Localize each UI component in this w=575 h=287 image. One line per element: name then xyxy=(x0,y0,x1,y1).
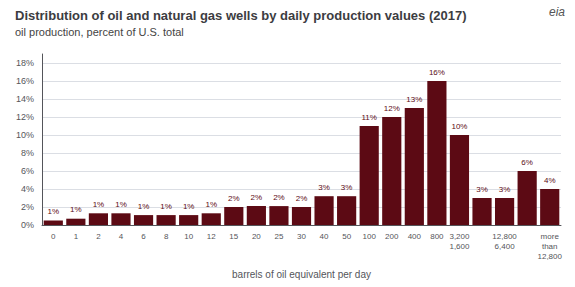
svg-text:10%: 10% xyxy=(16,130,34,140)
svg-text:16%: 16% xyxy=(429,68,445,77)
svg-text:10: 10 xyxy=(184,232,193,241)
svg-text:4%: 4% xyxy=(21,184,34,194)
svg-text:1%: 1% xyxy=(70,205,82,214)
svg-text:1: 1 xyxy=(74,232,79,241)
svg-text:200: 200 xyxy=(385,232,399,241)
svg-text:1%: 1% xyxy=(48,207,60,216)
svg-text:12%: 12% xyxy=(384,104,400,113)
svg-text:10%: 10% xyxy=(451,122,467,131)
svg-text:4%: 4% xyxy=(544,176,556,185)
svg-text:2%: 2% xyxy=(21,202,34,212)
svg-text:8: 8 xyxy=(164,232,169,241)
svg-text:3%: 3% xyxy=(499,185,511,194)
svg-text:13%: 13% xyxy=(406,95,422,104)
svg-text:3%: 3% xyxy=(341,183,353,192)
svg-text:20: 20 xyxy=(252,232,261,241)
svg-text:1%: 1% xyxy=(205,200,217,209)
svg-text:1%: 1% xyxy=(183,202,195,211)
svg-text:12%: 12% xyxy=(16,112,34,122)
svg-text:12,800: 12,800 xyxy=(537,252,562,261)
svg-text:14%: 14% xyxy=(16,94,34,104)
svg-text:400: 400 xyxy=(408,232,422,241)
svg-text:100: 100 xyxy=(363,232,377,241)
svg-text:800: 800 xyxy=(430,232,444,241)
svg-text:16%: 16% xyxy=(16,76,34,86)
svg-text:8%: 8% xyxy=(21,148,34,158)
svg-text:2: 2 xyxy=(96,232,101,241)
svg-text:1%: 1% xyxy=(115,200,127,209)
svg-text:3%: 3% xyxy=(476,185,488,194)
svg-text:0: 0 xyxy=(51,232,56,241)
svg-text:12,800: 12,800 xyxy=(492,232,517,241)
svg-text:3%: 3% xyxy=(318,183,330,192)
svg-text:6%: 6% xyxy=(21,166,34,176)
svg-text:oil production, percent of U.S: oil production, percent of U.S. total xyxy=(15,26,184,38)
svg-text:15: 15 xyxy=(229,232,238,241)
svg-text:6: 6 xyxy=(141,232,146,241)
svg-text:2%: 2% xyxy=(251,193,263,202)
svg-text:1%: 1% xyxy=(138,202,150,211)
svg-text:Distribution of oil and natura: Distribution of oil and natural gas well… xyxy=(15,8,466,23)
svg-text:1%: 1% xyxy=(160,202,172,211)
svg-text:6%: 6% xyxy=(521,158,533,167)
svg-text:2%: 2% xyxy=(296,194,308,203)
svg-text:2%: 2% xyxy=(273,193,285,202)
svg-text:more: more xyxy=(541,232,560,241)
svg-text:6,400: 6,400 xyxy=(495,242,516,251)
svg-text:30: 30 xyxy=(297,232,306,241)
svg-text:0%: 0% xyxy=(21,220,34,230)
svg-text:11%: 11% xyxy=(361,113,376,122)
svg-text:than: than xyxy=(542,242,558,251)
svg-text:25: 25 xyxy=(274,232,283,241)
svg-text:12: 12 xyxy=(207,232,216,241)
svg-text:3,200: 3,200 xyxy=(449,232,470,241)
svg-text:2%: 2% xyxy=(228,194,240,203)
svg-text:1,600: 1,600 xyxy=(449,242,470,251)
svg-text:1%: 1% xyxy=(93,200,105,209)
svg-text:18%: 18% xyxy=(16,58,34,68)
svg-text:eia: eia xyxy=(549,5,565,19)
svg-text:4: 4 xyxy=(119,232,124,241)
svg-text:barrels of oil equivalent per: barrels of oil equivalent per day xyxy=(232,269,371,280)
svg-text:40: 40 xyxy=(320,232,329,241)
svg-text:50: 50 xyxy=(342,232,351,241)
